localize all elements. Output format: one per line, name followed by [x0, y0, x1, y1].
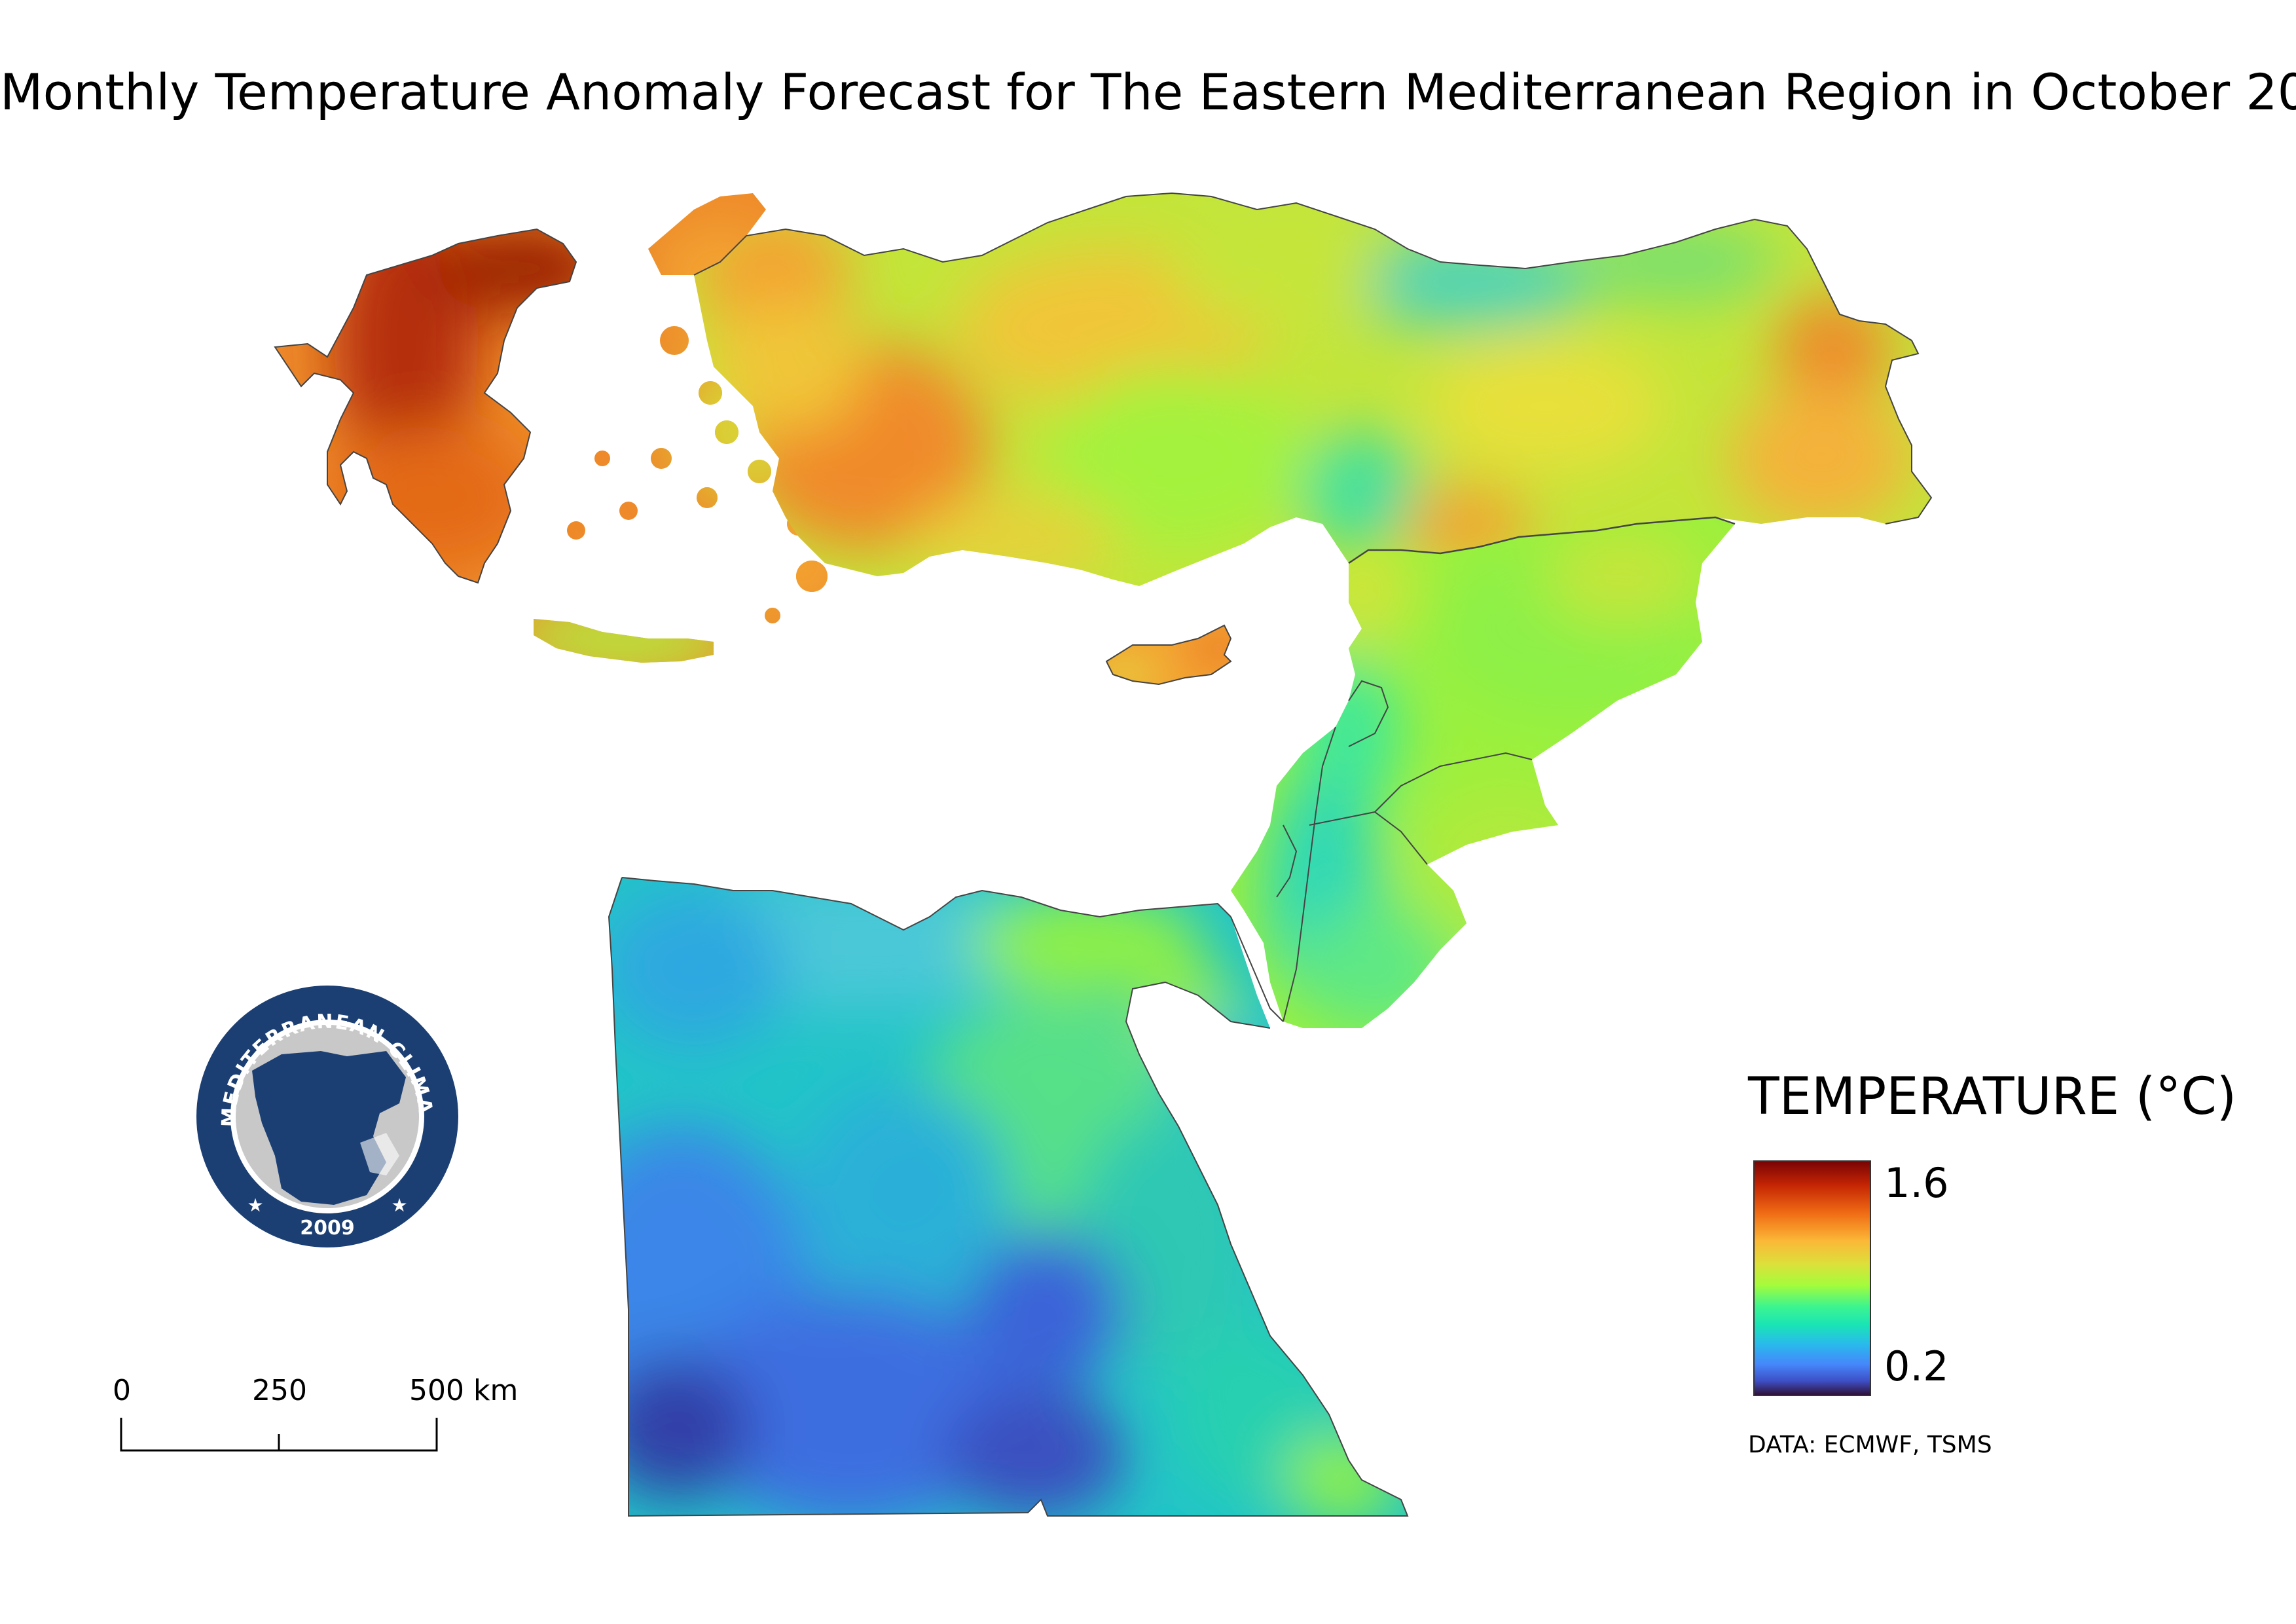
legend-title: TEMPERATURE (°C) [1748, 1067, 2237, 1126]
data-source: DATA: ECMWF, TSMS [1748, 1431, 1992, 1458]
star-icon: ★ [391, 1194, 407, 1216]
legend-max-label: 1.6 [1884, 1159, 1949, 1207]
map-title: Monthly Temperature Anomaly Forecast for… [0, 63, 2296, 121]
legend-min-label: 0.2 [1884, 1342, 1949, 1390]
logo-year: 2009 [300, 1217, 355, 1240]
scale-label-0: 0 [113, 1374, 131, 1407]
emcc-logo: EASTERN MEDITERRANEAN CLIMATE CENTRE 200… [190, 979, 458, 1247]
scale-label-500: 500 km [409, 1374, 519, 1407]
star-icon: ★ [247, 1194, 263, 1216]
legend-color-ramp [1753, 1160, 1871, 1396]
scale-bar [120, 1418, 438, 1452]
scale-label-250: 250 [252, 1374, 307, 1407]
